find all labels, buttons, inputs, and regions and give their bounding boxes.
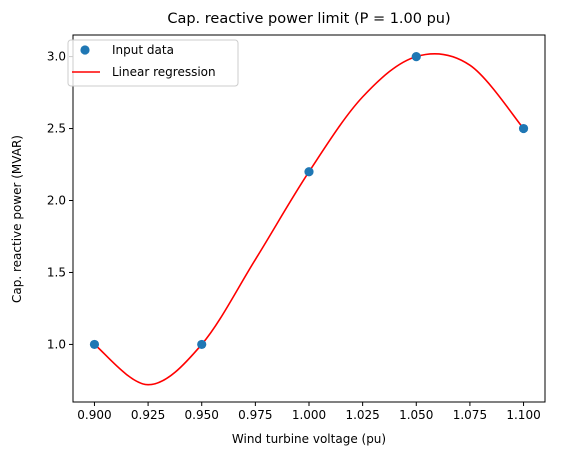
x-tick-label: 0.925: [131, 408, 165, 422]
x-tick-label: 1.100: [506, 408, 540, 422]
y-tick-label: 1.5: [47, 265, 66, 279]
y-tick-label: 2.0: [47, 194, 66, 208]
data-point: [197, 339, 207, 350]
x-tick-label: 0.975: [238, 408, 272, 422]
data-point: [89, 339, 100, 350]
y-tick-label: 2.5: [47, 122, 66, 136]
x-axis: 0.900 0.925 0.950 0.975 1.000 1.025 1.050 1.075…: [77, 402, 541, 422]
legend-box: [67, 39, 239, 87]
y-axis-label: Cap. reactive power (MVAR): [10, 135, 24, 303]
data-point: [518, 123, 529, 134]
y-tick-label: 3.0: [47, 50, 66, 64]
x-tick-label: 0.900: [77, 408, 111, 422]
x-tick-label: 0.950: [185, 408, 219, 422]
series-layer: [89, 51, 529, 386]
data-point: [304, 167, 314, 177]
data-point: [411, 51, 421, 62]
x-tick-label: 1.025: [345, 408, 379, 422]
y-axis: 1.0 1.5 2.0 2.5 3.0: [47, 50, 73, 351]
legend: Input data Linear regression: [67, 39, 239, 87]
chart-title: Cap. reactive power limit (P = 1.00 pu): [167, 11, 450, 27]
y-tick-label: 1.0: [47, 337, 66, 351]
legend-label-linear-regression: Linear regression: [112, 65, 216, 79]
x-tick-label: 1.050: [399, 408, 433, 422]
x-tick-label: 1.075: [453, 408, 487, 422]
legend-marker-input-data: [80, 45, 90, 55]
x-tick-label: 1.000: [292, 408, 326, 422]
x-axis-label: Wind turbine voltage (pu): [232, 432, 386, 446]
legend-label-input-data: Input data: [112, 43, 174, 57]
